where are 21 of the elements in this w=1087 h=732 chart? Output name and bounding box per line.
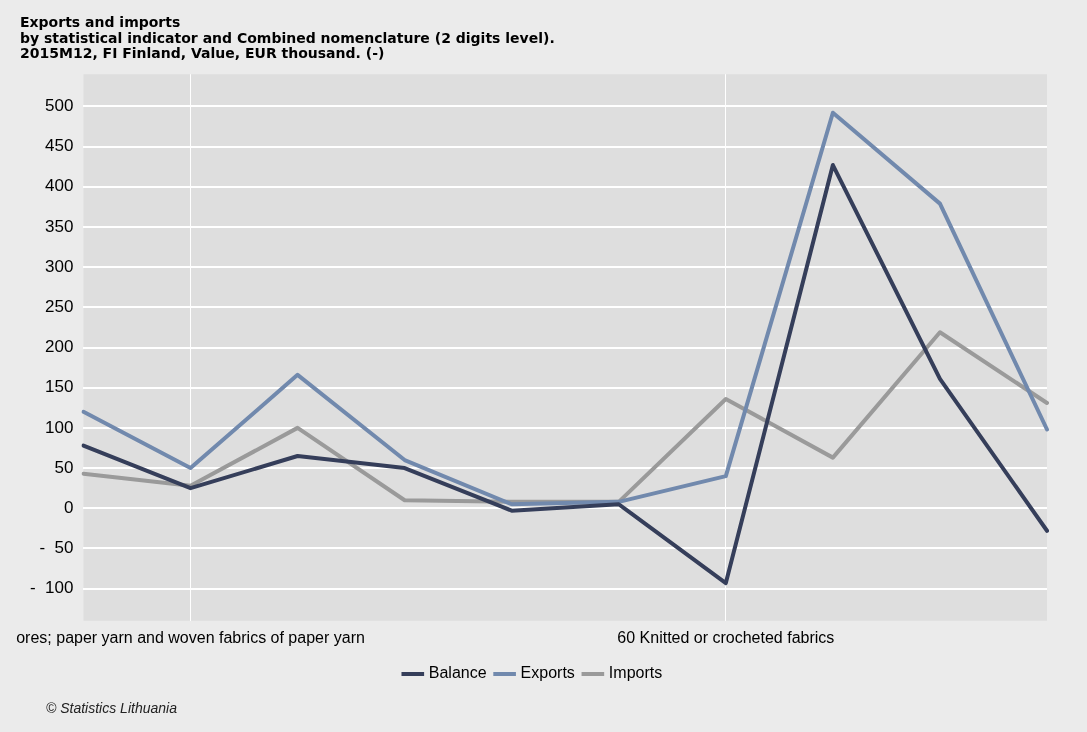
y-tick-label: 200 xyxy=(45,337,74,357)
y-tick-label: 300 xyxy=(45,256,74,276)
y-tick-label: - 100 xyxy=(29,578,74,598)
chart-subtitle: by statistical indicator and Combined nomenclature (2 digits level). 2015M12, FI Finland, Value, EUR thousand. (-) xyxy=(20,29,555,62)
x-tick-label: ores; paper yarn and woven fabrics of paper yarn xyxy=(16,628,365,646)
y-tick-label: - 50 xyxy=(39,538,74,558)
legend-label: Exports xyxy=(520,664,575,682)
legend-label: Balance xyxy=(428,664,487,682)
legend-label: Imports xyxy=(608,664,663,682)
y-tick-label: 350 xyxy=(45,216,74,236)
y-tick-label: 250 xyxy=(45,297,74,316)
y-tick-label: 50 xyxy=(54,457,74,477)
y-tick-label: 100 xyxy=(45,417,74,437)
y-tick-label: 150 xyxy=(45,377,74,397)
chart-title: Exports and imports xyxy=(20,14,181,31)
x-tick-label: 60 Knitted or crocheted fabrics xyxy=(617,628,835,646)
y-tick-label: 400 xyxy=(45,176,74,196)
text: © Statistics Lithuania xyxy=(46,700,177,716)
y-tick-label: 450 xyxy=(45,136,74,156)
y-tick-label: 0 xyxy=(64,497,74,517)
y-tick-label: 500 xyxy=(45,96,74,116)
